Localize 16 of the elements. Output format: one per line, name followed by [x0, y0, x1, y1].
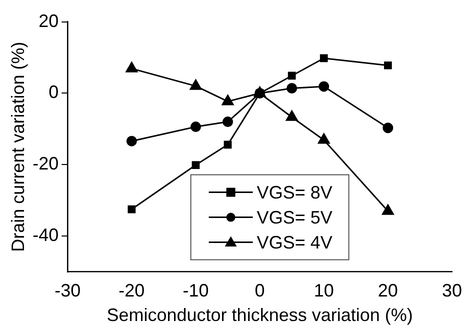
y-axis-title: Drain current variation (%) — [8, 42, 28, 252]
x-tick-label: 0 — [254, 280, 265, 301]
x-tick-label: 10 — [314, 280, 334, 301]
x-tick-label: -30 — [54, 280, 81, 301]
legend-label: VGS= 4V — [256, 232, 332, 252]
x-axis-title: Semiconductor thickness variation (%) — [106, 305, 413, 326]
legend-label: VGS= 8V — [256, 182, 332, 202]
y-tick-label: -20 — [32, 154, 59, 174]
x-tick-label: -10 — [182, 280, 209, 301]
x-tick-label: -20 — [118, 280, 145, 301]
y-tick-label: 0 — [48, 82, 59, 102]
x-tick-label: 20 — [378, 280, 398, 301]
y-tick-label: 20 — [38, 10, 59, 31]
y-tick-label: -40 — [32, 225, 59, 246]
x-tick-label: 30 — [442, 280, 462, 301]
legend-label: VGS= 5V — [256, 207, 332, 228]
